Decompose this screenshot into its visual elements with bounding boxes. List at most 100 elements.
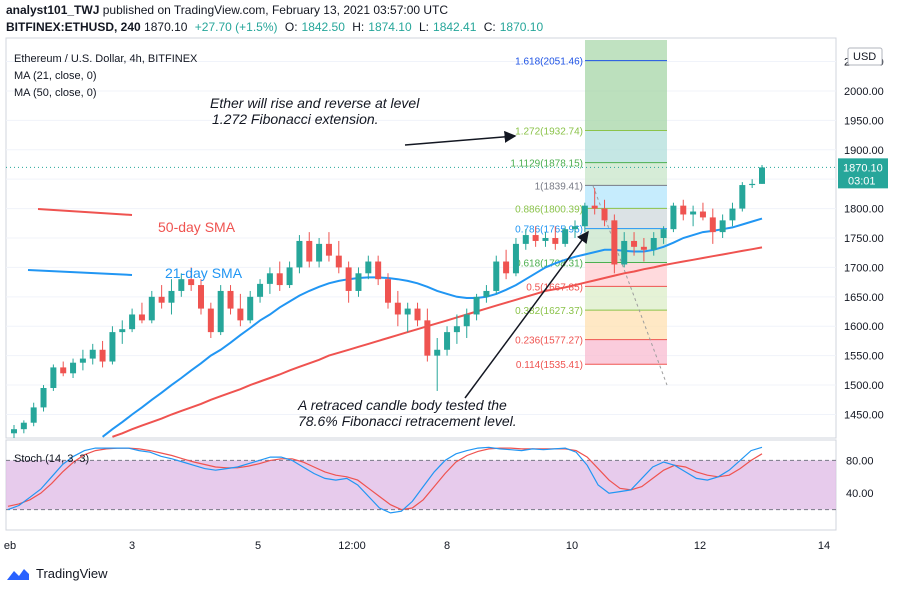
fib-band	[585, 185, 667, 209]
fib-band	[585, 130, 667, 163]
legend-ma50: MA (50, close, 0)	[14, 87, 97, 99]
candle-body	[178, 279, 185, 291]
candle	[30, 402, 37, 427]
candle-body	[532, 235, 539, 241]
stoch-band	[6, 460, 836, 510]
candle-body	[286, 267, 293, 286]
candle	[394, 290, 401, 327]
candle	[611, 214, 618, 274]
candle-body	[355, 273, 362, 291]
candle	[345, 261, 352, 303]
candle	[680, 199, 687, 221]
candle	[542, 232, 549, 247]
candle	[650, 232, 657, 256]
candle	[739, 182, 746, 212]
candle-body	[562, 229, 569, 244]
candle-body	[690, 211, 697, 215]
fib-band	[585, 310, 667, 340]
annotation-bottom-line1: A retraced candle body tested the	[297, 397, 507, 413]
candle	[759, 165, 765, 184]
stoch-k-line	[7, 446, 763, 514]
candle	[493, 255, 500, 294]
candle	[306, 232, 313, 268]
candle-body	[257, 283, 264, 297]
candle-body	[168, 290, 175, 303]
moving-averages	[27, 208, 763, 438]
time-axis[interactable]: eb 3 5 12:00 8 10 12 14	[4, 540, 830, 552]
candle	[601, 199, 608, 227]
candles	[11, 165, 765, 438]
candle-body	[148, 296, 155, 321]
sma21-legend-stroke	[27, 269, 133, 276]
candle	[129, 308, 136, 333]
grid-lines	[6, 61, 836, 415]
candle-body	[385, 279, 391, 303]
stoch-d-line	[7, 447, 763, 511]
legend-title: Ethereum / U.S. Dollar, 4h, BITFINEX	[14, 53, 198, 65]
candle	[414, 302, 421, 327]
fib-level-label: 0.236(1577.27)	[515, 336, 583, 347]
price-axis[interactable]: 1450.00 1500.00 1550.00 1600.00 1650.00 1700.…	[6, 47, 888, 421]
tradingview-logo-icon[interactable]	[6, 567, 30, 581]
footer-brand[interactable]: TradingView	[36, 566, 108, 581]
candle	[562, 226, 569, 247]
candle-body	[611, 220, 618, 265]
candle-body	[20, 422, 27, 430]
candle	[473, 293, 480, 321]
candle-body	[670, 205, 677, 230]
candle	[335, 240, 342, 274]
close-value: 1870.10	[499, 20, 544, 34]
candle	[50, 364, 57, 391]
fib-level-label: 0.886(1800.39)	[515, 204, 583, 215]
open-label: O:	[284, 20, 298, 34]
fibonacci-extension[interactable]: 1.618(2051.46) 1.272(1932.74) 1.1129(1878.…	[510, 40, 668, 386]
candle-body	[621, 240, 628, 265]
sma50-legend-stroke	[37, 208, 133, 216]
candle-body	[50, 367, 57, 388]
fib-level-label: 0.382(1627.37)	[515, 306, 583, 317]
fib-level-label: 1.618(2051.46)	[515, 57, 583, 68]
candle	[247, 290, 254, 324]
candle	[581, 202, 588, 233]
chart-legend: Ethereum / U.S. Dollar, 4h, BITFINEX MA …	[14, 53, 198, 99]
candle	[404, 302, 411, 333]
candle-body	[158, 296, 165, 303]
candle-body	[129, 314, 136, 330]
candle	[217, 285, 224, 336]
ma21-line	[101, 217, 763, 438]
candle	[178, 273, 185, 297]
fib-band	[585, 162, 667, 186]
candle	[512, 238, 519, 277]
x-tick-label: 14	[818, 540, 830, 552]
stoch-tick-label: 80.00	[846, 455, 874, 467]
y-tick-label: 1550.00	[844, 351, 884, 363]
candle	[227, 285, 234, 315]
last-price-badge	[838, 158, 888, 189]
author-name[interactable]: analyst101_TWJ	[6, 3, 100, 17]
candle-body	[11, 429, 17, 434]
candle	[690, 205, 697, 227]
candle-body	[325, 243, 332, 256]
candle	[503, 249, 510, 280]
published-text: published on TradingView.com, February 1…	[102, 3, 449, 17]
candle-body	[739, 185, 746, 209]
x-tick-label: 3	[129, 540, 135, 552]
currency-label: USD	[853, 51, 876, 63]
annotation-arrow-bottom	[464, 230, 589, 399]
candle-body	[335, 255, 342, 268]
candle	[552, 226, 559, 250]
y-tick-label: 1650.00	[844, 292, 884, 304]
last-price-label: 1870.10	[843, 162, 883, 174]
candle	[434, 338, 441, 391]
fib-band	[585, 262, 667, 287]
candle-body	[394, 302, 401, 315]
candle-body	[60, 367, 67, 374]
candle	[119, 320, 126, 344]
candle-body	[601, 208, 608, 221]
candle	[207, 302, 214, 338]
candle	[749, 179, 756, 188]
candle-body	[581, 205, 588, 227]
stochastic-indicator: 80.00 40.00 Stoch (14, 3, 3)	[6, 446, 874, 514]
candle	[483, 285, 490, 303]
